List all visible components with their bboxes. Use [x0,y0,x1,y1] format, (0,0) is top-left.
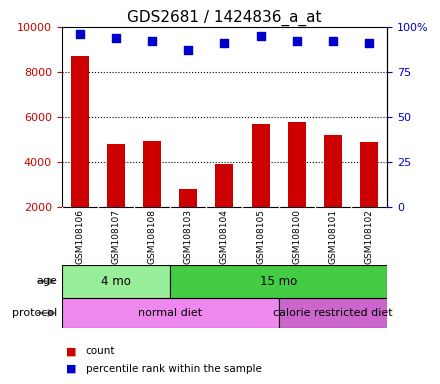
Text: GSM108107: GSM108107 [111,209,121,264]
Point [149,38,156,45]
Text: percentile rank within the sample: percentile rank within the sample [86,364,262,374]
Point [257,33,264,39]
Bar [179,189,197,207]
Bar [215,164,234,207]
Bar [107,144,125,207]
Text: ■: ■ [66,346,77,356]
Text: count: count [86,346,115,356]
Bar [143,141,161,207]
Text: GSM108101: GSM108101 [328,209,337,264]
Bar [279,298,387,328]
Text: calorie restricted diet: calorie restricted diet [273,308,393,318]
Point [76,31,83,37]
Text: GSM108108: GSM108108 [147,209,157,264]
Bar [360,142,378,207]
Text: 15 mo: 15 mo [260,275,297,288]
Bar [288,122,306,207]
Point [293,38,300,45]
Text: protocol: protocol [12,308,57,318]
Bar [170,265,387,298]
Text: 4 mo: 4 mo [101,275,131,288]
Text: normal diet: normal diet [138,308,202,318]
Point [221,40,228,46]
Text: GSM108102: GSM108102 [365,209,374,263]
Bar [324,135,342,207]
Text: GSM108106: GSM108106 [75,209,84,264]
Bar [62,265,170,298]
Point [185,47,192,53]
Text: ■: ■ [66,364,77,374]
Bar [62,298,279,328]
Text: age: age [37,276,57,286]
Bar [252,124,270,207]
Bar [71,56,89,207]
Text: GSM108104: GSM108104 [220,209,229,263]
Text: GSM108103: GSM108103 [184,209,193,264]
Title: GDS2681 / 1424836_a_at: GDS2681 / 1424836_a_at [127,9,322,25]
Point [112,35,119,41]
Text: GSM108105: GSM108105 [256,209,265,264]
Point [330,38,337,45]
Point [366,40,373,46]
Text: GSM108100: GSM108100 [292,209,301,264]
